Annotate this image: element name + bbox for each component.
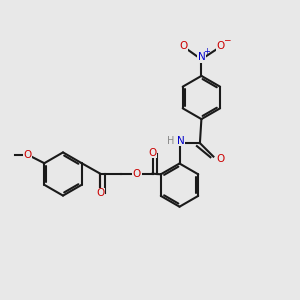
Text: O: O bbox=[216, 154, 225, 164]
Text: N: N bbox=[197, 52, 205, 62]
Text: N: N bbox=[177, 136, 185, 146]
Text: O: O bbox=[24, 150, 32, 160]
Text: O: O bbox=[179, 41, 188, 51]
Text: H: H bbox=[167, 136, 175, 146]
Text: +: + bbox=[203, 47, 210, 56]
Text: O: O bbox=[216, 41, 224, 51]
Text: O: O bbox=[133, 169, 141, 179]
Text: O: O bbox=[148, 148, 157, 158]
Text: −: − bbox=[224, 36, 231, 45]
Text: O: O bbox=[96, 188, 104, 198]
